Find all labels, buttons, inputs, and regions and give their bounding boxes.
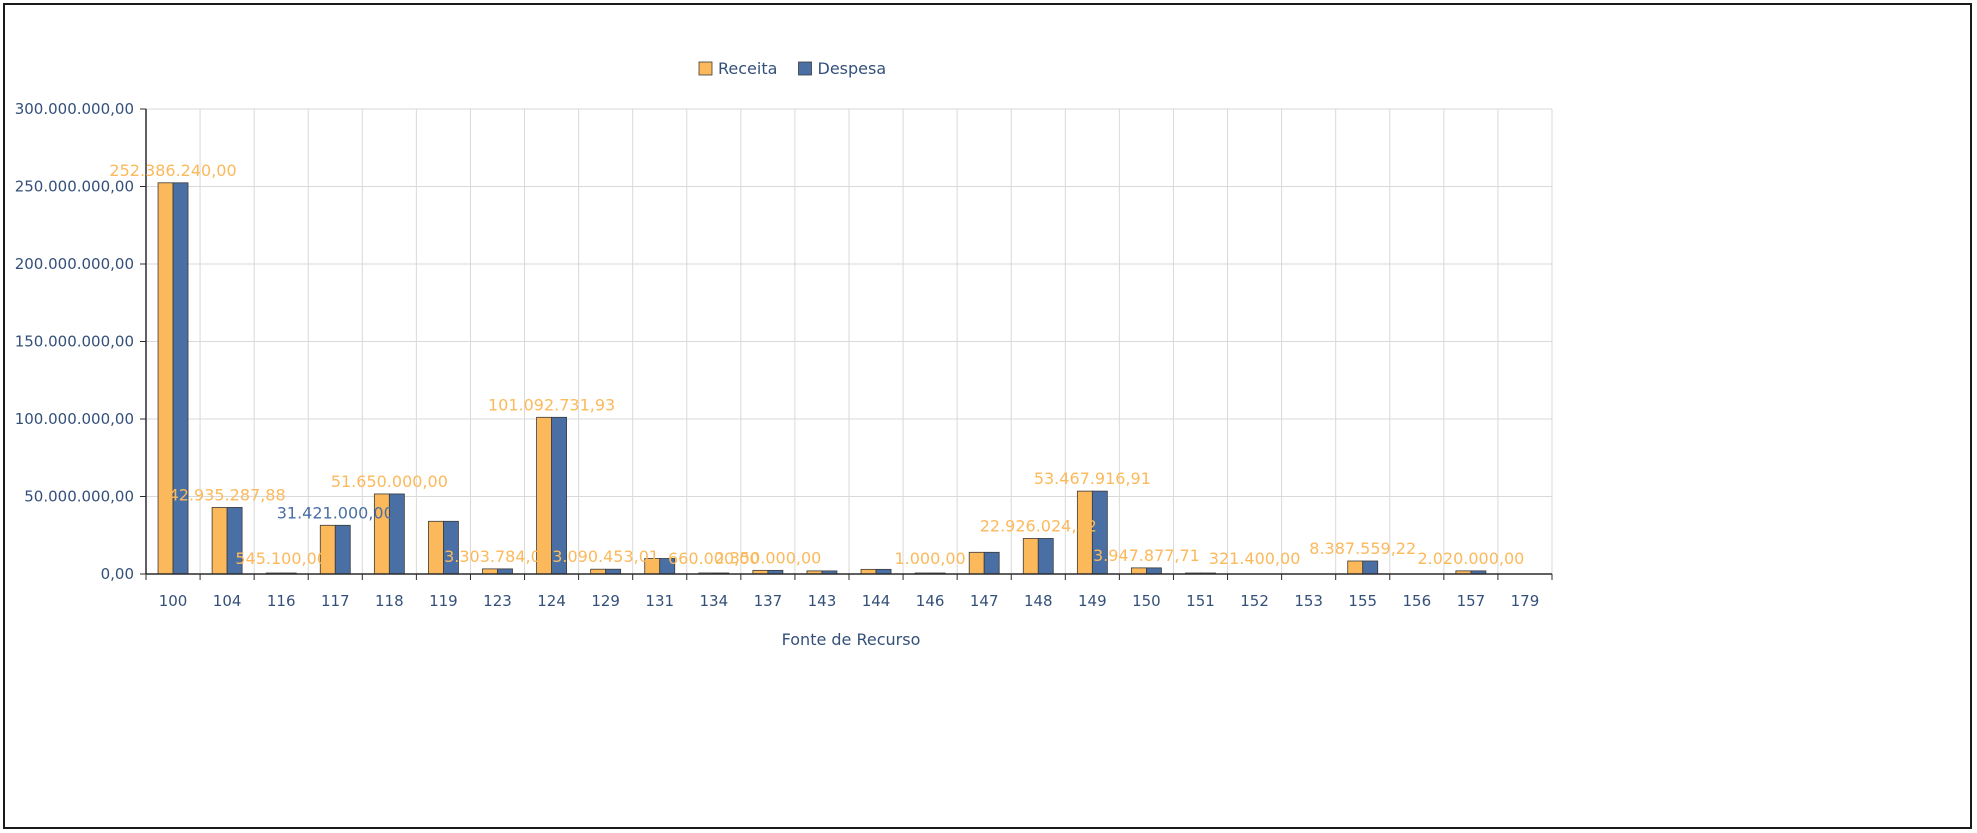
legend-swatch-despesa	[798, 61, 812, 76]
x-tick-label: 117	[321, 592, 350, 610]
x-tick-label: 149	[1078, 592, 1107, 610]
data-label-104: 42.935.287,88	[169, 485, 286, 504]
legend: Receita Despesa	[698, 59, 887, 78]
bar-receita-150	[1131, 567, 1147, 575]
data-label-150: 3.947.877,71	[1093, 546, 1200, 565]
legend-swatch-receita	[698, 61, 713, 76]
bar-despesa-155	[1362, 560, 1379, 575]
legend-label-receita: Receita	[718, 59, 777, 78]
x-tick-label: 146	[916, 592, 945, 610]
bar-receita-123	[482, 568, 498, 575]
x-tick-label: 124	[537, 592, 566, 610]
data-label-134: 660.000,00	[668, 549, 760, 568]
data-label-124: 101.092.731,93	[488, 395, 615, 414]
y-tick-label: 100.000.000,00	[15, 410, 134, 428]
x-tick-label: 129	[591, 592, 620, 610]
x-tick-label: 144	[862, 592, 891, 610]
bar-despesa-100	[172, 182, 189, 575]
x-tick-label: 152	[1240, 592, 1269, 610]
data-label-118: 51.650.000,00	[331, 472, 448, 491]
data-label-100: 252.386.240,00	[109, 161, 236, 180]
x-tick-label: 157	[1457, 592, 1486, 610]
data-label-123: 3.303.784,00	[444, 547, 551, 566]
bar-despesa-150	[1146, 567, 1162, 575]
x-tick-label: 143	[808, 592, 837, 610]
bar-receita-100	[157, 182, 174, 575]
y-tick-label: 50.000.000,00	[24, 488, 134, 506]
y-tick-label: 250.000.000,00	[15, 178, 134, 196]
x-tick-label: 134	[699, 592, 728, 610]
x-tick-label: 118	[375, 592, 404, 610]
x-tick-label: 147	[970, 592, 999, 610]
x-tick-label: 131	[645, 592, 674, 610]
bar-receita-104	[211, 507, 228, 575]
bar-receita-148	[1022, 538, 1039, 575]
x-tick-label: 151	[1186, 592, 1215, 610]
y-tick-label: 0,00	[101, 565, 134, 583]
data-label-152: 321.400,00	[1209, 549, 1301, 568]
x-tick-label: 150	[1132, 592, 1161, 610]
y-tick-label: 200.000.000,00	[15, 255, 134, 273]
data-label-146: 1.000,00	[894, 549, 965, 568]
data-label-129: 3.090.453,01	[552, 547, 659, 566]
data-label-155: 8.387.559,22	[1309, 539, 1416, 558]
data-label-137: 2.350.000,00	[714, 548, 821, 567]
bar-despesa-123	[497, 568, 513, 575]
bar-receita-119	[428, 520, 444, 575]
bar-despesa-147	[983, 551, 1000, 575]
x-tick-label: 153	[1294, 592, 1323, 610]
x-tick-label: 156	[1402, 592, 1431, 610]
bar-despesa-117	[334, 524, 351, 575]
x-tick-label: 119	[429, 592, 458, 610]
bars-layer	[157, 182, 1487, 575]
data-label-149: 53.467.916,91	[1034, 469, 1151, 488]
legend-label-despesa: Despesa	[818, 59, 887, 78]
x-tick-label: 155	[1348, 592, 1377, 610]
data-label-116: 545.100,00	[235, 549, 327, 568]
data-labels-layer: 252.386.240,00 42.935.287,88 545.100,00 31.…	[109, 161, 1524, 568]
x-tick-label: 123	[483, 592, 512, 610]
chart-frame	[3, 3, 1972, 829]
data-label-157: 2.020.000,00	[1417, 549, 1524, 568]
x-tick-label: 179	[1511, 592, 1540, 610]
x-tick-label: 100	[159, 592, 188, 610]
x-tick-label: 104	[213, 592, 242, 610]
bar-receita-147	[968, 551, 985, 575]
x-tick-label: 137	[754, 592, 783, 610]
bar-receita-155	[1347, 560, 1364, 575]
data-label-117: 31.421.000,00	[277, 503, 394, 522]
data-label-148: 22.926.024,32	[980, 516, 1097, 535]
x-tick-label: 148	[1024, 592, 1053, 610]
x-tick-label: 116	[267, 592, 296, 610]
y-tick-label: 150.000.000,00	[15, 333, 134, 351]
y-tick-label: 300.000.000,00	[15, 100, 134, 118]
bar-despesa-148	[1037, 538, 1054, 575]
x-axis-title: Fonte de Recurso	[782, 630, 921, 649]
axis-layer: 0,00 50.000.000,00 100.000.000,00 150.000.0…	[15, 100, 1553, 610]
